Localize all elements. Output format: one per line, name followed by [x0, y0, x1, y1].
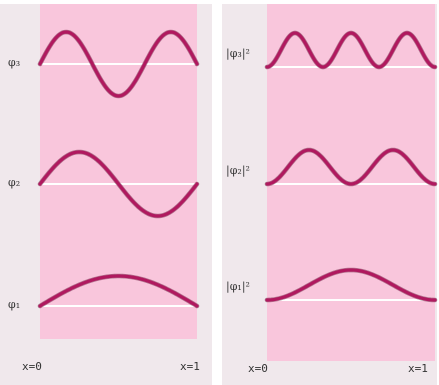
x-end-label: x=1 — [408, 362, 428, 375]
x-end-label: x=1 — [180, 360, 200, 373]
wave-phi-1 — [38, 274, 199, 308]
plot-background — [40, 4, 197, 339]
density-phi-3 — [265, 31, 437, 69]
wave-phi-2 — [38, 150, 199, 218]
probability-density-panel: |φ₃|² |φ₂|² |φ₁|² x=0 x=1 — [222, 4, 438, 385]
x-start-label: x=0 — [248, 362, 268, 375]
label-density-2: |φ₂|² — [226, 164, 250, 178]
wavefunction-panel: φ₃ φ₂ φ₁ x=0 x=1 — [0, 4, 212, 385]
label-phi-3: φ₃ — [8, 56, 20, 69]
probability-plot: |φ₃|² |φ₂|² |φ₁|² x=0 x=1 — [226, 4, 438, 375]
density-phi-1 — [265, 268, 437, 302]
density-phi-2 — [265, 148, 437, 186]
x-start-label: x=0 — [22, 360, 42, 373]
label-phi-1: φ₁ — [8, 298, 20, 311]
wave-phi-3 — [38, 30, 199, 98]
label-density-3: |φ₃|² — [226, 47, 250, 61]
label-density-1: |φ₁|² — [226, 280, 250, 294]
label-phi-2: φ₂ — [8, 176, 20, 189]
wavefunction-plot: φ₃ φ₂ φ₁ x=0 x=1 — [8, 4, 200, 373]
